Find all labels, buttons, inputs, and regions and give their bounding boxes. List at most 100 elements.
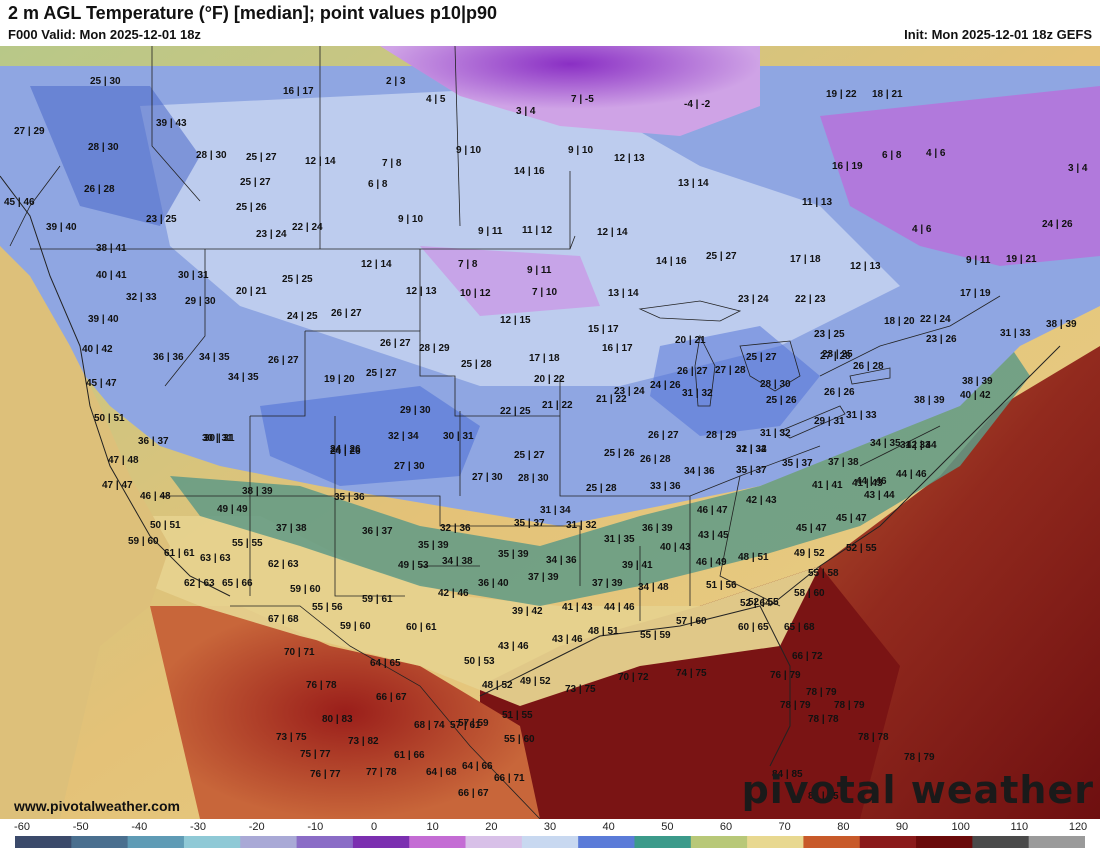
legend-color-swatch (240, 836, 298, 848)
point-value: 48 | 51 (738, 552, 769, 563)
point-value: 35 | 39 (498, 549, 529, 560)
point-value: 37 | 39 (528, 572, 559, 583)
legend-color-swatch (521, 836, 579, 848)
point-value: 42 | 43 (746, 495, 777, 506)
lakes-blue-patch (650, 326, 820, 436)
point-value: 51 | 56 (706, 580, 737, 591)
mexico-warm-field (150, 606, 540, 819)
point-value: 35 | 37 (736, 465, 767, 476)
point-value: 19 | 22 (826, 89, 857, 100)
legend-tick-label: -60 (14, 821, 30, 833)
point-value: 23 | 25 (814, 329, 845, 340)
west-coastline (0, 175, 231, 597)
point-value: 27 | 30 (394, 461, 425, 472)
point-value: 67 | 68 (268, 614, 299, 625)
point-value: 55 | 56 (312, 602, 343, 613)
point-value: 40 | 42 (82, 344, 113, 355)
point-value: 31 | 34 (540, 505, 571, 516)
point-value: -4 | -2 (684, 99, 711, 110)
point-value: 24 | 25 (287, 311, 318, 322)
legend-color-swatch (634, 836, 692, 848)
point-value: 40 | 43 (660, 542, 691, 553)
temperature-map: 25 | 30 16 | 17 2 | 3 4 | 5 3 | 4 7 | -5 -4 | … (0, 46, 1100, 819)
legend-tick-label: 30 (543, 821, 557, 833)
point-value: 38 | 39 (962, 376, 993, 387)
point-value: 28 | 29 (706, 430, 737, 441)
point-value: 55 | 59 (640, 630, 671, 641)
point-value: 44 | 46 (896, 469, 927, 480)
point-value: 26 | 27 (268, 355, 299, 366)
point-value: 26 | 27 (380, 338, 411, 349)
point-value: 23 | 24 (738, 294, 769, 305)
point-value: 15 | 17 (588, 324, 619, 335)
legend-tick-label: 70 (778, 821, 791, 833)
point-value: 17 | 19 (960, 288, 991, 299)
point-value: 84 | 85 (772, 769, 803, 780)
point-value: 49 | 52 (520, 676, 551, 687)
point-value: 37 | 38 (828, 457, 859, 468)
point-value: 25 | 26 (236, 202, 267, 213)
map-canvas (0, 46, 1100, 819)
point-value: 18 | 20 (884, 316, 915, 327)
legend-tick-label: 60 (719, 821, 733, 833)
point-value: 34 | 35 (199, 352, 230, 363)
point-value: 12 | 13 (850, 261, 881, 272)
point-value: 2 | 3 (386, 76, 406, 87)
legend-color-bar (15, 836, 1085, 848)
point-value: 19 | 21 (1006, 254, 1037, 265)
legend-tick-label: 40 (602, 821, 615, 833)
point-value: 37 | 38 (276, 523, 307, 534)
point-value: 28 | 30 (518, 473, 549, 484)
point-value: 18 | 21 (872, 89, 903, 100)
point-value: 38 | 39 (1046, 319, 1077, 330)
point-value: 55 | 58 (808, 568, 839, 579)
point-value: 4 | 6 (912, 224, 932, 235)
point-value: 13 | 14 (678, 178, 709, 189)
point-value: 26 | 27 (648, 430, 679, 441)
point-value: 11 | 13 (802, 197, 833, 208)
point-value: 7 | 8 (458, 259, 478, 270)
point-value: 38 | 39 (242, 486, 273, 497)
rockies-blue-patch (260, 386, 480, 486)
point-value: 9 | 11 (966, 255, 991, 266)
point-value: 28 | 29 (419, 343, 450, 354)
green-band (170, 346, 1030, 606)
point-value: 23 | 24 (614, 386, 645, 397)
point-value: 17 | 18 (790, 254, 821, 265)
point-value: 74 | 75 (676, 668, 707, 679)
point-value: 31 | 32 (760, 428, 791, 439)
great-lakes-outline (638, 300, 891, 439)
point-value: 26 | 28 (84, 184, 115, 195)
legend-color-swatch (747, 836, 804, 848)
gulf-coastline (479, 605, 791, 767)
point-value: 64 | 68 (426, 767, 457, 778)
point-value: 6 | 8 (882, 150, 902, 161)
map-header: 2 m AGL Temperature (°F) [median]; point… (0, 0, 1100, 46)
point-value: 22 | 24 (920, 314, 951, 325)
point-value: 39 | 43 (156, 118, 187, 129)
point-value: 51 | 55 (502, 710, 533, 721)
legend-tick-label: -50 (72, 821, 89, 833)
point-value: 12 | 14 (361, 259, 392, 270)
point-value: 49 | 49 (217, 504, 248, 515)
point-value: 28 | 30 (196, 150, 227, 161)
point-value: 25 | 26 (604, 448, 635, 459)
pale-blue-field (140, 86, 900, 386)
point-value: 50 | 51 (94, 413, 125, 424)
legend-color-swatch (71, 836, 129, 848)
point-value: 46 | 49 (696, 557, 727, 568)
point-value: 20 | 22 (534, 374, 565, 385)
point-value: 25 | 27 (514, 450, 545, 461)
legend-tick-labels: -60 -50 -40 -30 -20 -10 0 10 20 30 40 50 60 70 80 90 100… (0, 821, 1100, 835)
point-value: 26 | 27 (331, 308, 362, 319)
point-value: 78 | 79 (806, 687, 837, 698)
point-value: 47 | 47 (102, 480, 133, 491)
point-value: 31 | 32 (682, 388, 713, 399)
point-value: 13 | 14 (608, 288, 639, 299)
point-value: 21 | 22 (542, 400, 573, 411)
point-value: 47 | 48 (108, 455, 139, 466)
point-value: 7 | 8 (382, 158, 402, 169)
point-value: 12 | 15 (500, 315, 531, 326)
legend-color-swatch (916, 836, 973, 848)
point-value: 28 | 30 (760, 379, 791, 390)
